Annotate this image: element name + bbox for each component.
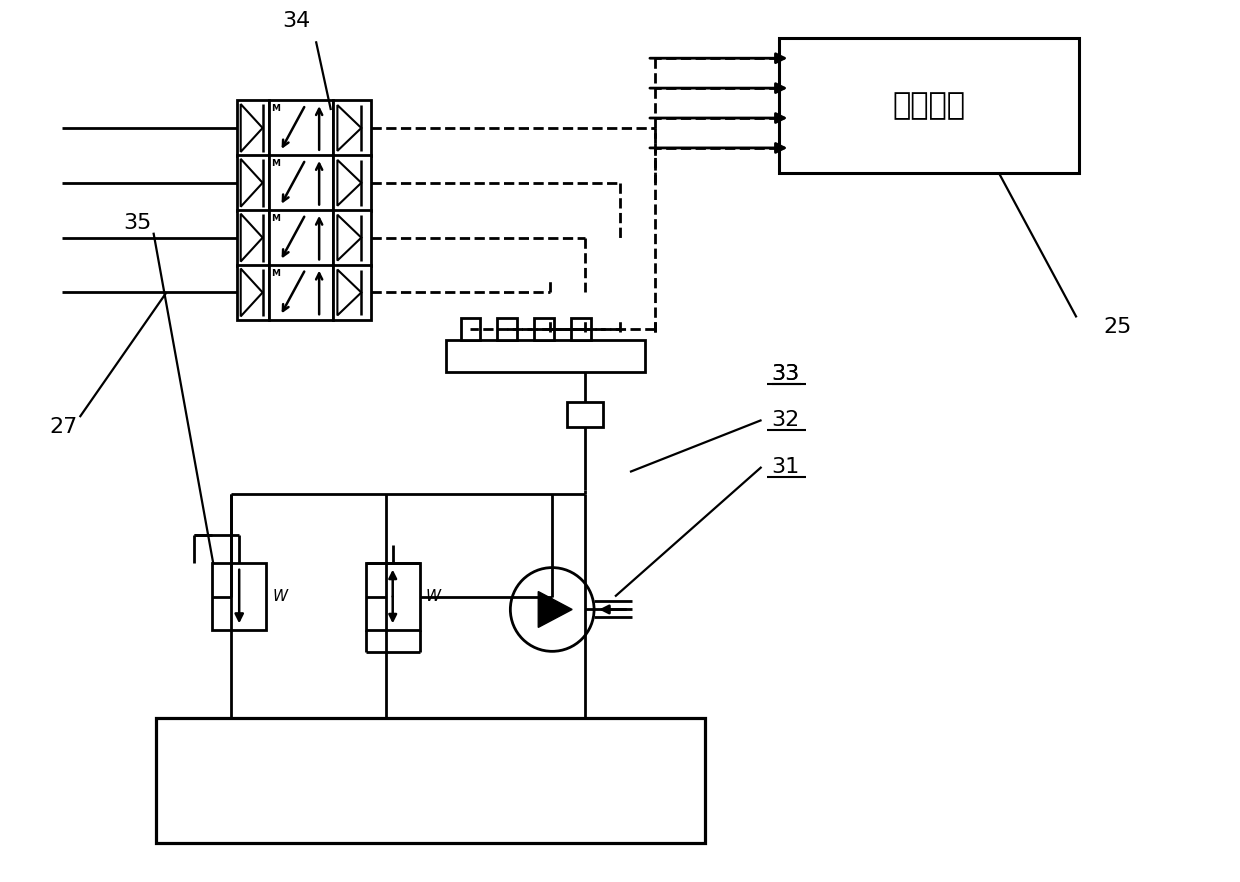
Bar bbox=[334, 265, 371, 320]
Bar bbox=[269, 265, 334, 320]
Text: 31: 31 bbox=[771, 457, 800, 477]
Text: 测控系统: 测控系统 bbox=[893, 91, 966, 120]
Text: 33: 33 bbox=[771, 364, 800, 385]
Bar bbox=[572, 318, 591, 340]
Polygon shape bbox=[241, 268, 263, 317]
Bar bbox=[334, 210, 371, 265]
Polygon shape bbox=[241, 104, 263, 152]
Bar bbox=[497, 318, 517, 340]
Circle shape bbox=[511, 568, 594, 651]
Text: 32: 32 bbox=[771, 410, 800, 430]
Bar bbox=[212, 563, 267, 631]
Text: 25: 25 bbox=[1104, 318, 1132, 337]
Bar bbox=[237, 210, 269, 265]
Polygon shape bbox=[337, 160, 361, 206]
Bar bbox=[334, 155, 371, 211]
Polygon shape bbox=[538, 592, 572, 627]
Text: 33: 33 bbox=[771, 364, 800, 385]
Polygon shape bbox=[337, 105, 361, 151]
Bar bbox=[334, 100, 371, 156]
Bar bbox=[567, 402, 603, 427]
Text: W: W bbox=[272, 589, 288, 604]
Bar bbox=[445, 340, 645, 372]
Polygon shape bbox=[241, 213, 263, 262]
Text: M: M bbox=[272, 104, 280, 113]
Text: 35: 35 bbox=[124, 213, 153, 233]
Bar bbox=[460, 318, 480, 340]
Bar bbox=[780, 38, 1079, 173]
Bar bbox=[269, 210, 334, 265]
Text: M: M bbox=[272, 159, 280, 168]
Bar bbox=[237, 100, 269, 156]
Text: 34: 34 bbox=[281, 11, 310, 31]
Bar bbox=[237, 155, 269, 211]
Polygon shape bbox=[337, 214, 361, 260]
Polygon shape bbox=[337, 270, 361, 316]
Bar bbox=[237, 265, 269, 320]
Text: W: W bbox=[425, 589, 440, 604]
Bar bbox=[534, 318, 554, 340]
Text: M: M bbox=[272, 213, 280, 223]
Polygon shape bbox=[241, 159, 263, 206]
Text: M: M bbox=[272, 268, 280, 278]
Bar bbox=[269, 155, 334, 211]
Bar bbox=[156, 718, 704, 842]
Bar bbox=[269, 100, 334, 156]
Bar bbox=[366, 563, 419, 631]
Text: 27: 27 bbox=[50, 417, 78, 437]
